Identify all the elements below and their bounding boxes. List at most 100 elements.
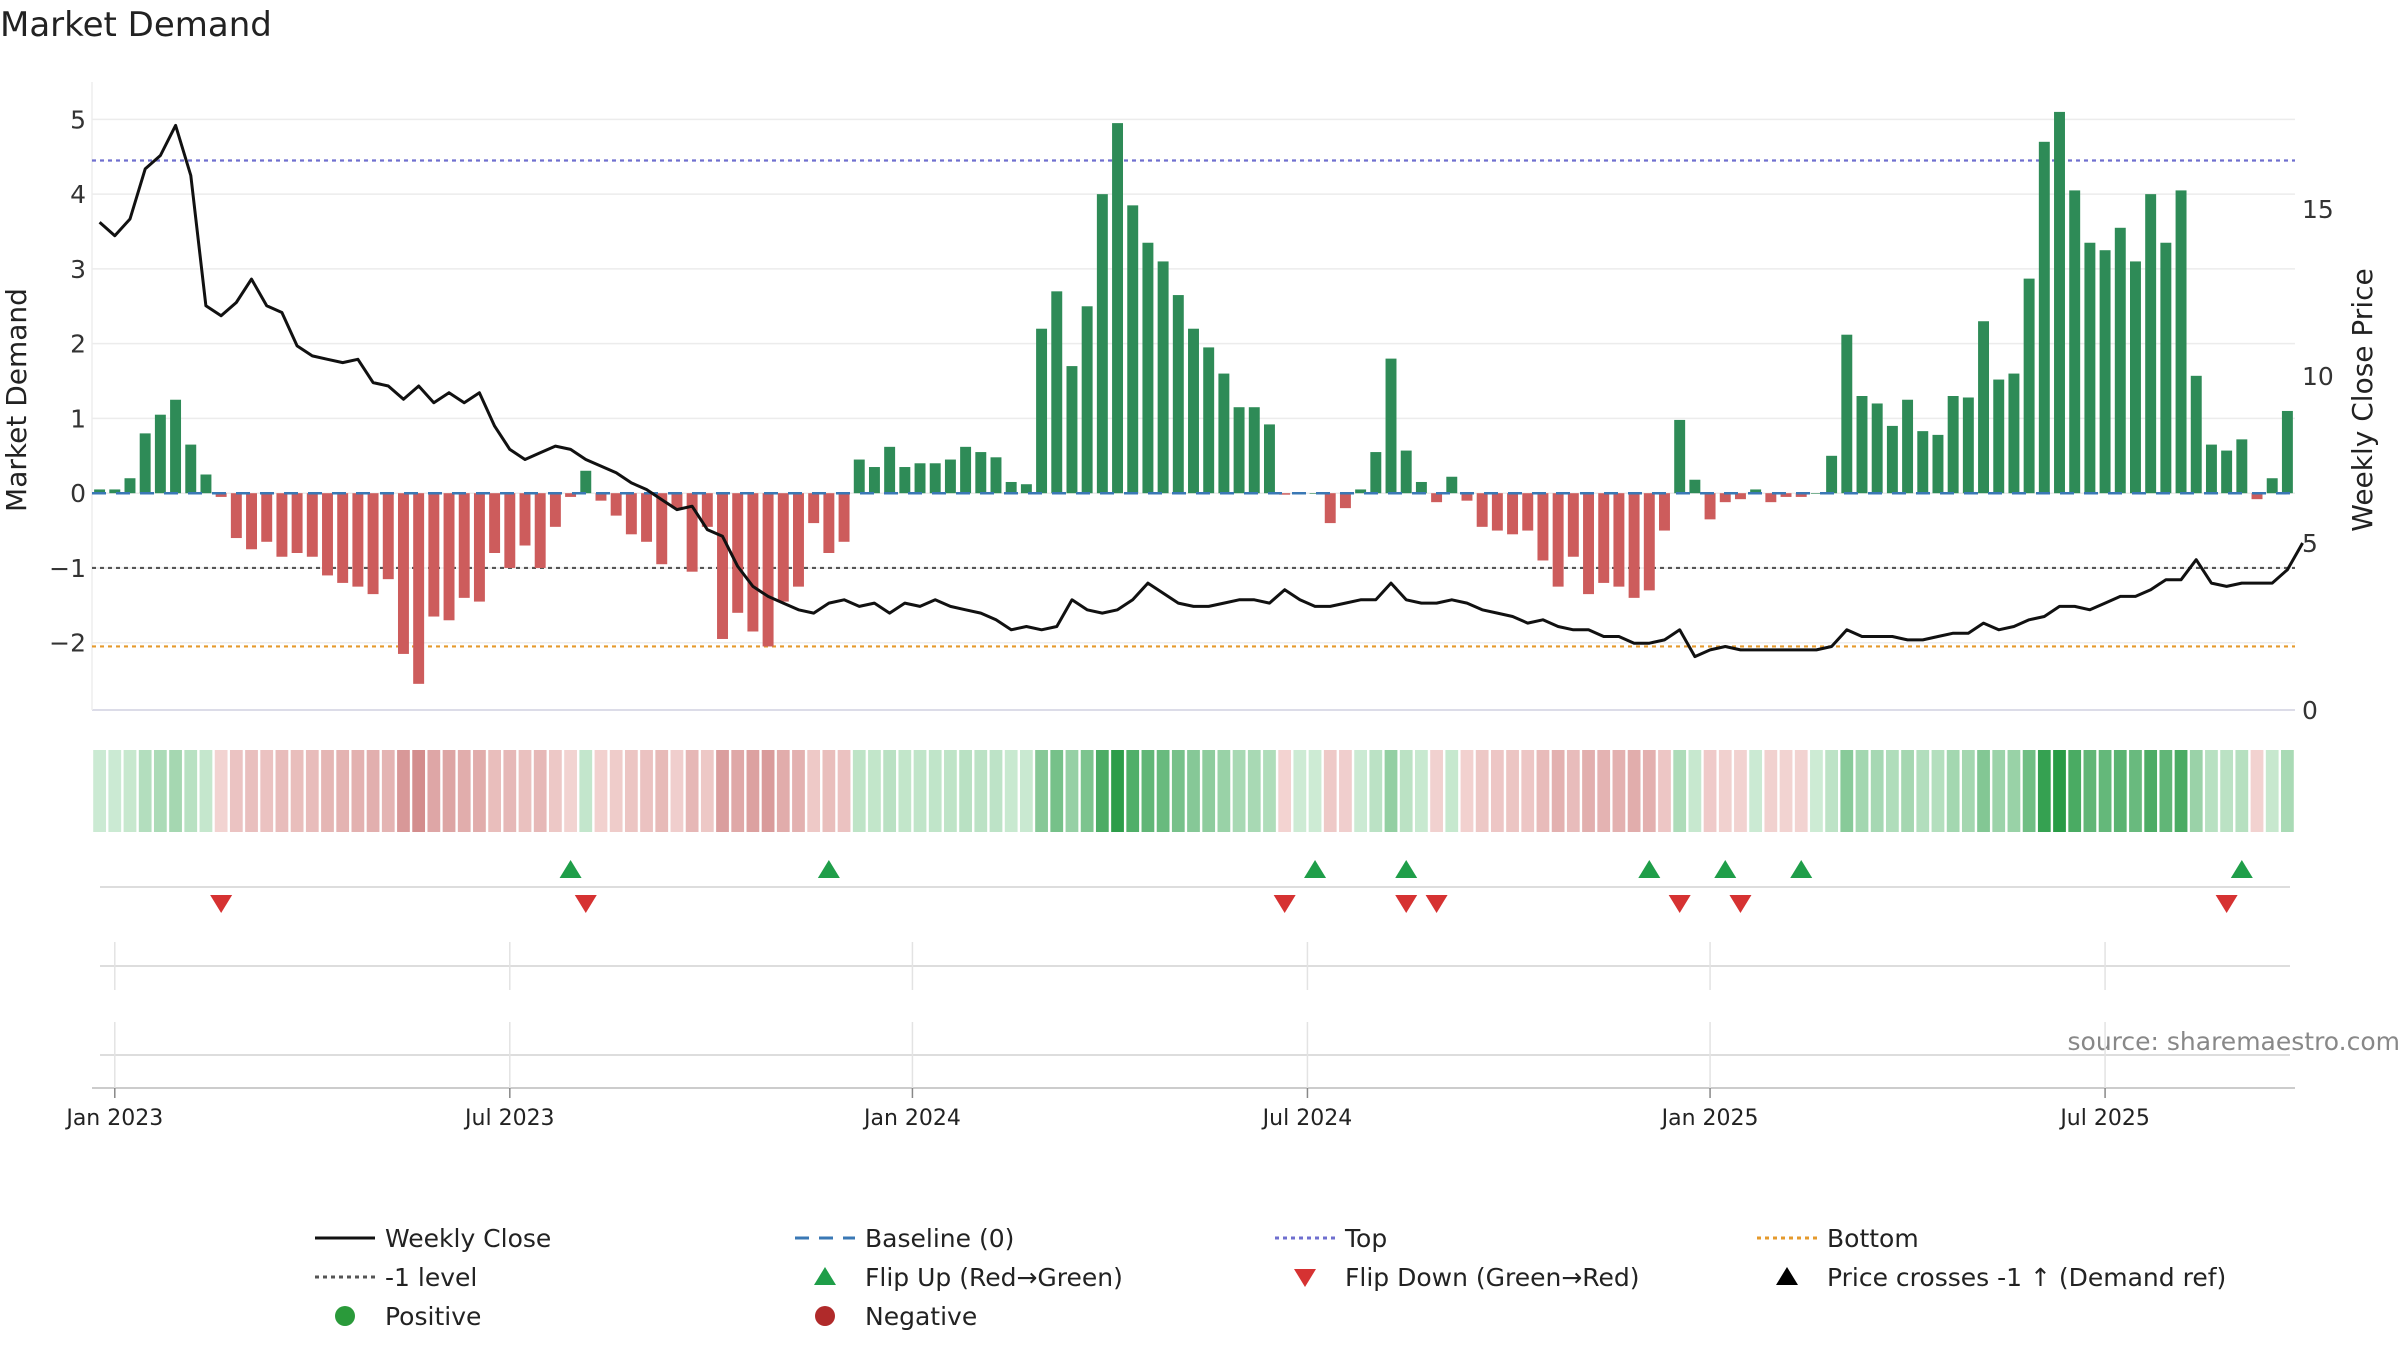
legend-item: Flip Down (Green→Red)	[1294, 1263, 1640, 1292]
heat-cell	[1764, 750, 1777, 832]
heat-cell	[2099, 750, 2112, 832]
demand-bar	[1066, 366, 1077, 493]
heat-cell	[215, 750, 228, 832]
heat-cell	[321, 750, 334, 832]
heat-cell	[1628, 750, 1641, 832]
heat-cell	[1263, 750, 1276, 832]
heat-cell	[397, 750, 410, 832]
legend-label: Bottom	[1827, 1224, 1919, 1253]
heat-cell	[1233, 750, 1246, 832]
heat-cell	[306, 750, 319, 832]
heat-cell	[1932, 750, 1945, 832]
demand-bar	[1431, 493, 1442, 502]
heat-cell	[1354, 750, 1367, 832]
demand-bar	[125, 478, 136, 493]
heat-cell	[1886, 750, 1899, 832]
demand-bar	[2100, 250, 2111, 493]
demand-bar	[307, 493, 318, 557]
heat-cell	[1096, 750, 1109, 832]
heat-cell	[1597, 750, 1610, 832]
heat-cell	[1673, 750, 1686, 832]
demand-bar	[1021, 484, 1032, 493]
demand-bar	[793, 493, 804, 586]
y-axis-label: Market Demand	[0, 288, 33, 512]
heat-cell	[2205, 750, 2218, 832]
demand-bar	[747, 493, 758, 631]
heat-cell	[2266, 750, 2279, 832]
heat-cell	[549, 750, 562, 832]
demand-bar	[1705, 493, 1716, 519]
demand-bar	[1583, 493, 1594, 594]
heat-cell	[534, 750, 547, 832]
heat-cell	[1202, 750, 1215, 832]
demand-bar	[1917, 431, 1928, 493]
heat-cell	[1871, 750, 1884, 832]
heat-cell	[2175, 750, 2188, 832]
demand-bar	[884, 447, 895, 493]
demand-bar	[428, 493, 439, 616]
demand-bar	[2206, 445, 2217, 494]
demand-bar	[444, 493, 455, 620]
heat-cell	[1491, 750, 1504, 832]
demand-heat-strip	[93, 750, 2294, 832]
heat-cell	[1947, 750, 1960, 832]
heat-cell	[108, 750, 121, 832]
heat-cell	[1552, 750, 1565, 832]
demand-bar	[170, 400, 181, 493]
heat-cell	[1613, 750, 1626, 832]
demand-bar	[1446, 477, 1457, 493]
demand-bar	[1249, 407, 1260, 493]
demand-bar	[2176, 190, 2187, 493]
demand-bar	[960, 447, 971, 493]
heat-cell	[1719, 750, 1732, 832]
demand-bar	[2282, 411, 2293, 493]
legend-swatch-circle	[815, 1306, 835, 1326]
demand-bar	[1932, 435, 1943, 493]
demand-bar	[1978, 321, 1989, 493]
demand-bar	[945, 460, 956, 494]
demand-bar	[1112, 123, 1123, 493]
heat-cell	[2281, 750, 2294, 832]
heat-cell	[245, 750, 258, 832]
demand-bar	[474, 493, 485, 601]
heat-cell	[124, 750, 137, 832]
heat-cell	[2068, 750, 2081, 832]
demand-bar	[1416, 482, 1427, 493]
demand-bar	[1993, 380, 2004, 494]
demand-bar	[1522, 493, 1533, 530]
heat-cell	[1643, 750, 1656, 832]
heat-cell	[1187, 750, 1200, 832]
demand-bar	[1218, 374, 1229, 494]
demand-bar	[808, 493, 819, 523]
demand-bar	[2236, 439, 2247, 493]
heat-cell	[291, 750, 304, 832]
demand-bar	[1629, 493, 1640, 598]
heat-cell	[1385, 750, 1398, 832]
demand-bar	[1097, 194, 1108, 493]
heat-cell	[2114, 750, 2127, 832]
demand-bar	[1537, 493, 1548, 560]
demand-bar	[732, 493, 743, 613]
heat-cell	[412, 750, 425, 832]
demand-bar	[991, 457, 1002, 493]
legend-item: Price crosses -1 ↑ (Demand ref)	[1776, 1263, 2226, 1292]
heat-cell	[731, 750, 744, 832]
heat-cell	[473, 750, 486, 832]
demand-bar	[1644, 493, 1655, 590]
demand-bar	[1158, 261, 1169, 493]
heat-cell	[1035, 750, 1048, 832]
heat-cell	[2144, 750, 2157, 832]
heat-cell	[1688, 750, 1701, 832]
demand-bar	[1188, 329, 1199, 493]
heat-cell	[1293, 750, 1306, 832]
heat-cell	[610, 750, 623, 832]
demand-bar	[1887, 426, 1898, 493]
heat-cell	[1825, 750, 1838, 832]
heat-cell	[640, 750, 653, 832]
demand-bar	[2221, 451, 2232, 494]
heat-cell	[351, 750, 364, 832]
demand-bar	[1948, 396, 1959, 493]
demand-bar	[1553, 493, 1564, 586]
